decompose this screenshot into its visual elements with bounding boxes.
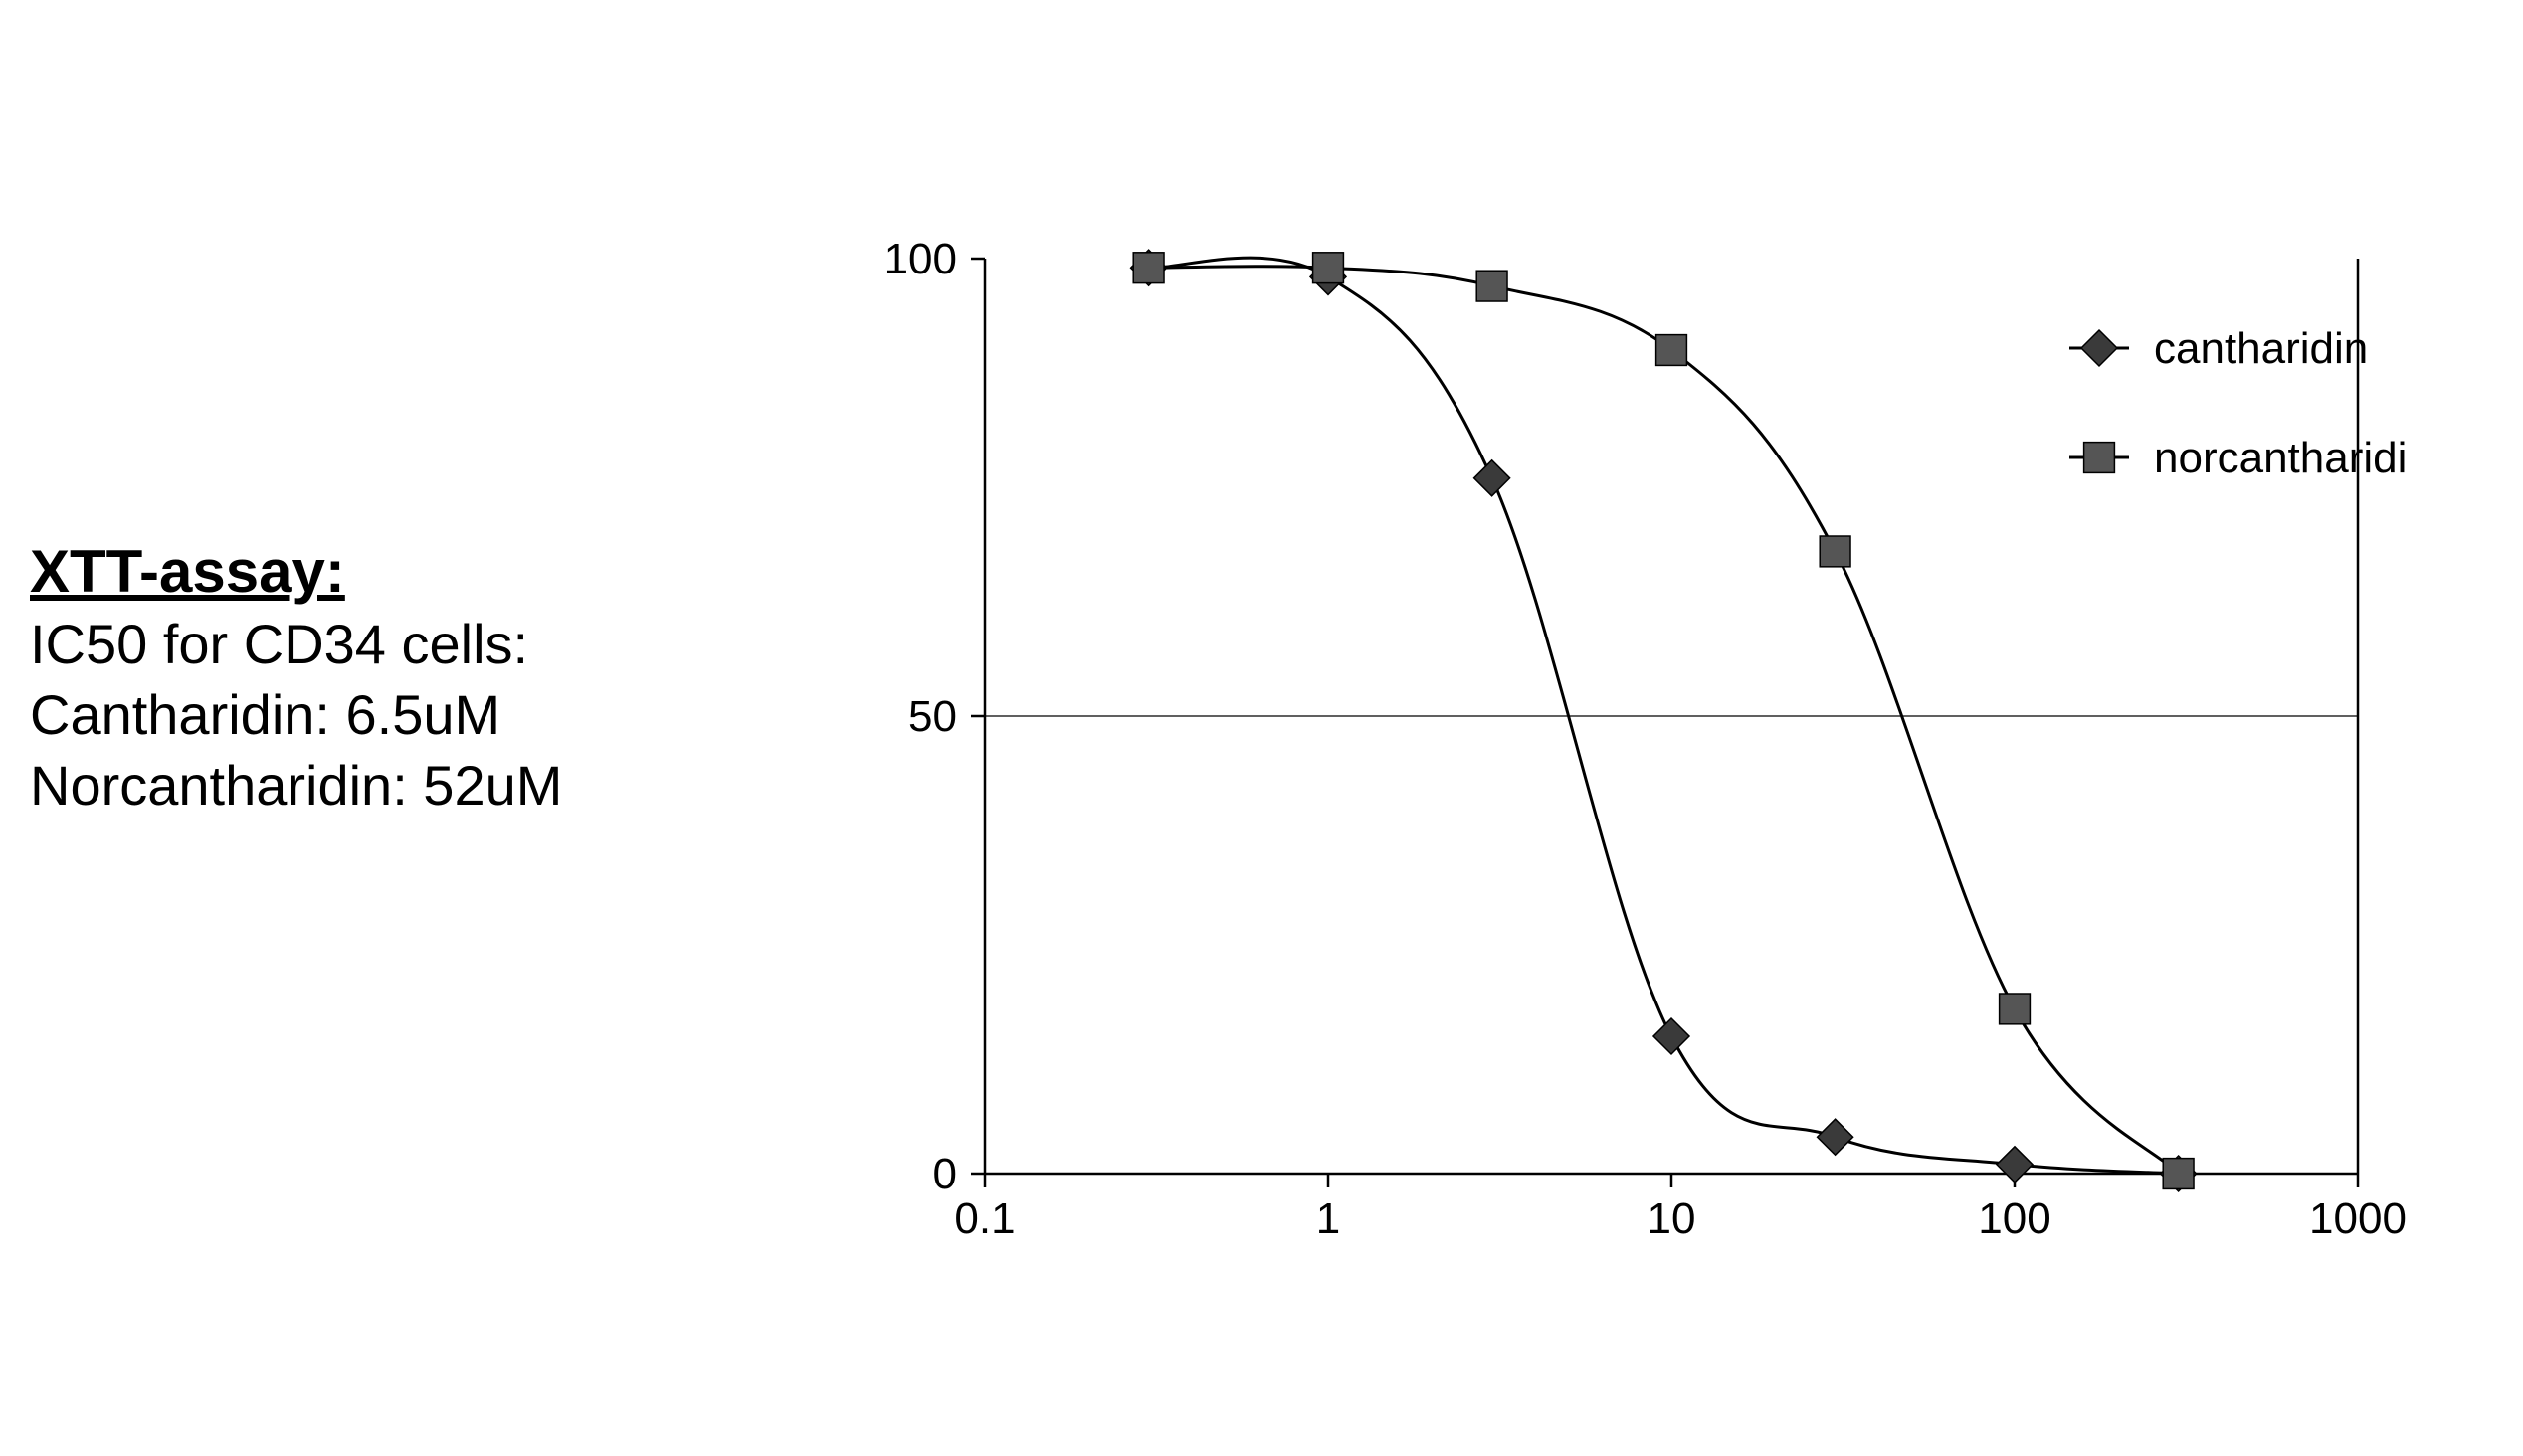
y-tick-label: 100 [884,235,957,283]
x-tick-label: 100 [1978,1194,2050,1243]
legend-marker-norcantharidin [2084,443,2115,473]
y-tick-label: 50 [908,692,957,741]
page-root: XTT-assay: IC50 for CD34 cells: Canthari… [0,0,2523,1456]
x-tick-label: 1 [1316,1194,1340,1243]
dose-response-chart: 0 50 100 0.1 1 10 100 1000 cantharidin norcanthar… [816,199,2408,1293]
legend-marker-cantharidin [2081,330,2117,366]
assay-line-2: Cantharidin: 6.5uM [30,682,726,747]
marker-norcantharidin [1313,253,1344,283]
x-tick-label: 1000 [2309,1194,2407,1243]
series-cantharidin [1131,250,2197,1191]
marker-cantharidin [1653,1018,1689,1054]
x-tick-label: 10 [1648,1194,1696,1243]
marker-norcantharidin [1820,536,1850,567]
assay-text-block: XTT-assay: IC50 for CD34 cells: Canthari… [30,537,726,818]
assay-line-3: Norcantharidin: 52uM [30,753,726,818]
marker-cantharidin [1474,460,1510,496]
marker-norcantharidin [1476,271,1507,301]
assay-line-1: IC50 for CD34 cells: [30,612,726,676]
marker-norcantharidin [1133,253,1164,283]
marker-cantharidin [1997,1147,2033,1183]
chart-container: 0 50 100 0.1 1 10 100 1000 cantharidin norcanthar… [816,199,2408,1293]
marker-cantharidin [1818,1119,1853,1155]
assay-title: XTT-assay: [30,537,726,606]
legend-label-cantharidin: cantharidin [2154,324,2368,373]
marker-norcantharidin [2163,1159,2194,1189]
legend-label-norcantharidin: norcantharidin [2154,434,2408,482]
marker-norcantharidin [1656,335,1687,366]
marker-norcantharidin [2000,994,2031,1024]
x-tick-label: 0.1 [954,1194,1015,1243]
series-norcantharidin [1133,253,2194,1189]
y-tick-label: 0 [933,1150,957,1198]
